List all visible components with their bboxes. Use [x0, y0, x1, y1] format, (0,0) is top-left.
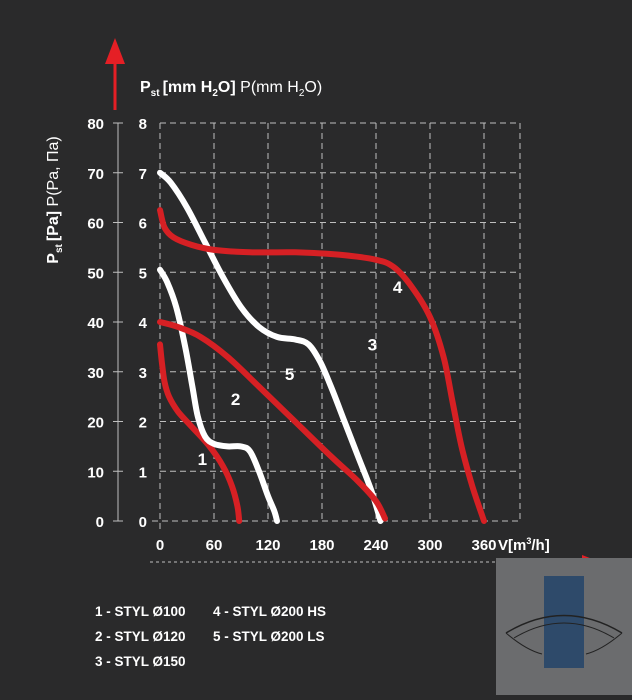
x-tick-label: 360 — [471, 537, 496, 554]
x-tick-label: 300 — [417, 537, 442, 554]
y-tick-label-mm: 6 — [139, 216, 147, 233]
legend-item: 1 - STYL Ø100 — [95, 604, 186, 619]
series-layer — [157, 169, 487, 524]
y-tick-label-mm: 4 — [139, 315, 148, 332]
fan-logo-icon — [496, 558, 632, 695]
x-tick-label: 60 — [206, 537, 223, 554]
y-tick-label-pa: 70 — [87, 166, 104, 183]
x-tick-label: 240 — [363, 537, 388, 554]
y-axis-title-right: Pst [mm H2O] P(mm H2O) — [140, 79, 322, 99]
series-line-1 — [157, 341, 243, 524]
series-label-4: 4 — [393, 278, 403, 297]
y-tick-label-mm: 2 — [139, 415, 147, 432]
y-tick-label-mm: 0 — [139, 514, 147, 531]
grid — [160, 122, 521, 521]
series-labels: 1 2 3 4 5 — [198, 278, 403, 469]
series-line-4 — [157, 207, 487, 524]
y-tick-label-pa: 80 — [87, 116, 104, 133]
series-label-3: 3 — [368, 335, 377, 354]
legend-item: 4 - STYL Ø200 HS — [213, 604, 327, 619]
y-tick-label-pa: 10 — [87, 464, 104, 481]
y-tick-label-mm: 3 — [139, 365, 147, 382]
y-tick-label-pa: 30 — [87, 365, 104, 382]
x-tick-label: 0 — [156, 537, 164, 554]
y-tick-label-mm: 5 — [139, 265, 147, 282]
y-axis-title-left: Pst[Pa] P(Pa, Па) — [45, 136, 65, 263]
legend-item: 3 - STYL Ø150 — [95, 654, 186, 669]
y-tick-label-pa: 60 — [87, 216, 104, 233]
y-tick-label-pa: 20 — [87, 415, 104, 432]
series-line-3 — [157, 169, 384, 524]
y-tick-label-pa: 0 — [96, 514, 104, 531]
series-label-2: 2 — [231, 390, 240, 409]
x-tick-label: 180 — [309, 537, 334, 554]
y-tick-label-mm: 1 — [139, 464, 147, 481]
y-tick-label-mm: 8 — [139, 116, 147, 133]
y-tick-label-mm: 7 — [139, 166, 147, 183]
y-tick-label-pa: 40 — [87, 315, 104, 332]
x-axis-title: V[m3/h] — [498, 536, 550, 554]
legend-item: 2 - STYL Ø120 — [95, 629, 186, 644]
series-label-1: 1 — [198, 450, 207, 469]
legend-item: 5 - STYL Ø200 LS — [213, 629, 325, 644]
watermark-logo — [496, 558, 632, 695]
series-label-5: 5 — [285, 365, 294, 384]
series-line-5 — [157, 319, 388, 522]
y-tick-label-pa: 50 — [87, 265, 104, 282]
x-tick-label: 120 — [255, 537, 280, 554]
y-arrow-icon — [105, 38, 125, 110]
series-line-2 — [157, 266, 280, 524]
axes — [113, 122, 520, 563]
